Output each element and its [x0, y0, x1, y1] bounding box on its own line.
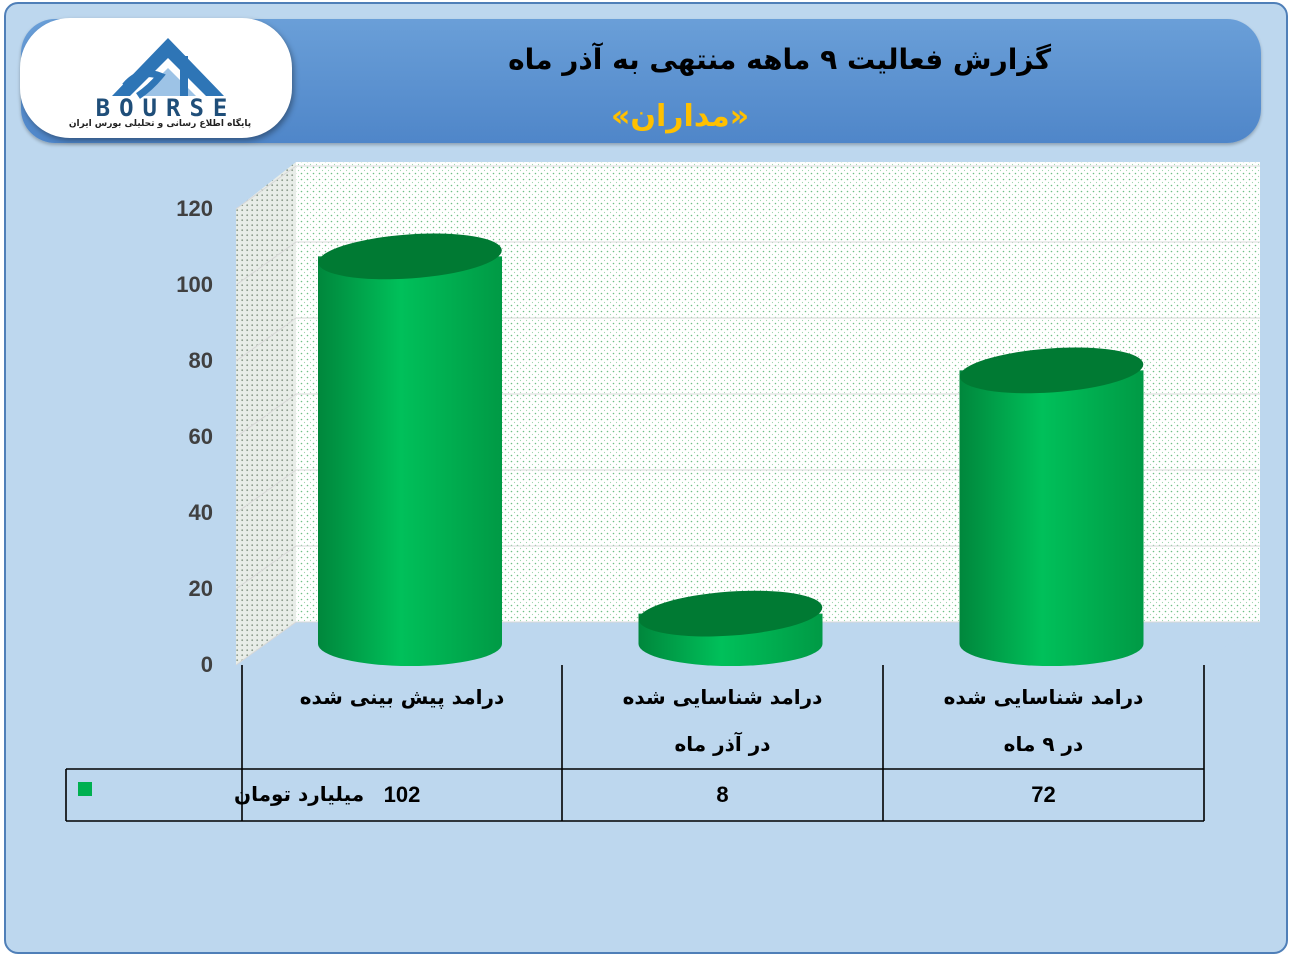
y-tick-label: 40 — [189, 500, 213, 525]
gridline — [235, 393, 1260, 438]
y-tick-label: 60 — [189, 424, 213, 449]
chart-title: گزارش فعالیت ۹ ماهه منتهی به آذر ماه — [508, 43, 1051, 76]
gridline — [235, 317, 1260, 362]
chart-frame: گزارش فعالیت ۹ ماهه منتهی به آذر ماه «مد… — [4, 2, 1288, 954]
data-value-label: 8 — [716, 782, 728, 807]
category-label: در ۹ ماه — [1004, 732, 1084, 756]
y-tick-label: 20 — [189, 576, 213, 601]
data-table: درامد پیش بینی شده 102 درامد شناسایی شده در… — [65, 665, 1205, 822]
logo-tagline: پایگاه اطلاع رسانی و تحلیلی بورس ایران — [68, 119, 252, 129]
category-label: درامد پیش بینی شده — [300, 685, 505, 710]
gridlines — [235, 165, 1260, 666]
y-axis: 0 20 40 60 80 100 120 — [176, 196, 213, 677]
gridline — [235, 621, 1260, 666]
y-tick-label: 120 — [176, 196, 213, 221]
category-label: درامد شناسایی شده — [944, 685, 1144, 709]
category-label: در آذر ماه — [674, 731, 770, 756]
y-tick-label: 0 — [201, 652, 213, 677]
bar — [638, 590, 823, 666]
bar — [318, 233, 502, 666]
gridline — [235, 241, 1260, 286]
gridline — [235, 165, 1260, 210]
legend-label: میلیارد تومان — [234, 782, 364, 806]
bars — [318, 233, 1144, 666]
data-value-label: 102 — [384, 782, 421, 807]
chart-subtitle: «مداران» — [611, 99, 750, 134]
y-tick-label: 100 — [176, 272, 213, 297]
logo-mark-icon — [112, 38, 224, 99]
legend-swatch-icon — [78, 782, 92, 796]
logo-wordmark: BOURSE — [95, 94, 237, 122]
data-value-label: 72 — [1031, 782, 1055, 807]
bar — [959, 347, 1144, 666]
logo — [20, 18, 292, 138]
gridline — [235, 469, 1260, 514]
y-tick-label: 80 — [189, 348, 213, 373]
gridline — [235, 545, 1260, 590]
category-label: درامد شناسایی شده — [623, 685, 823, 709]
